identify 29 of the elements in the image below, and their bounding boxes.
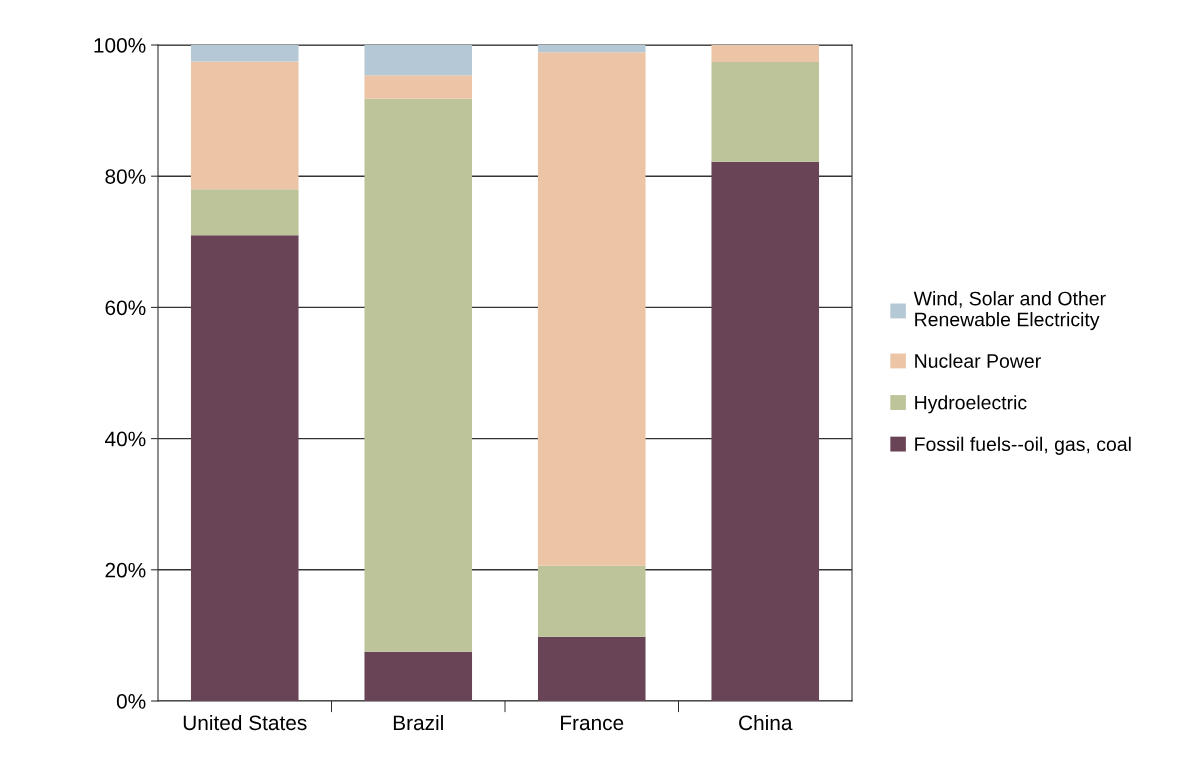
x-tick-label: United States	[183, 714, 307, 731]
y-tick-label: 20%	[105, 562, 146, 578]
bar	[537, 636, 646, 701]
bar	[190, 61, 299, 190]
bar	[537, 45, 646, 53]
legend-label: Nuclear Power	[915, 353, 1041, 368]
bar	[711, 62, 820, 162]
bar	[190, 45, 299, 62]
bar	[364, 75, 473, 99]
bar	[711, 45, 820, 63]
y-tick-label: 40%	[104, 431, 146, 447]
x-tick-label: Brazil	[393, 714, 443, 731]
y-tick-label: 60%	[105, 300, 146, 316]
legend-label: Hydroelectric	[915, 395, 1027, 414]
bar	[190, 189, 299, 236]
legend-label: Wind, Solar and Other Renewable Electricity	[913, 291, 1106, 331]
bar	[711, 161, 820, 701]
legend-label: Fossil fuels--oil, gas, coal	[915, 436, 1131, 455]
x-tick-label: China	[739, 714, 793, 731]
y-tick-label: 0%	[116, 694, 146, 709]
bar	[537, 52, 646, 566]
bar	[364, 45, 473, 76]
bar	[190, 235, 299, 701]
y-tick-label: 80%	[105, 169, 146, 184]
bar	[537, 565, 646, 637]
x-tick-label: France	[561, 715, 624, 731]
bar	[364, 651, 473, 701]
y-tick-label: 100%	[94, 38, 146, 53]
bar	[364, 98, 473, 652]
